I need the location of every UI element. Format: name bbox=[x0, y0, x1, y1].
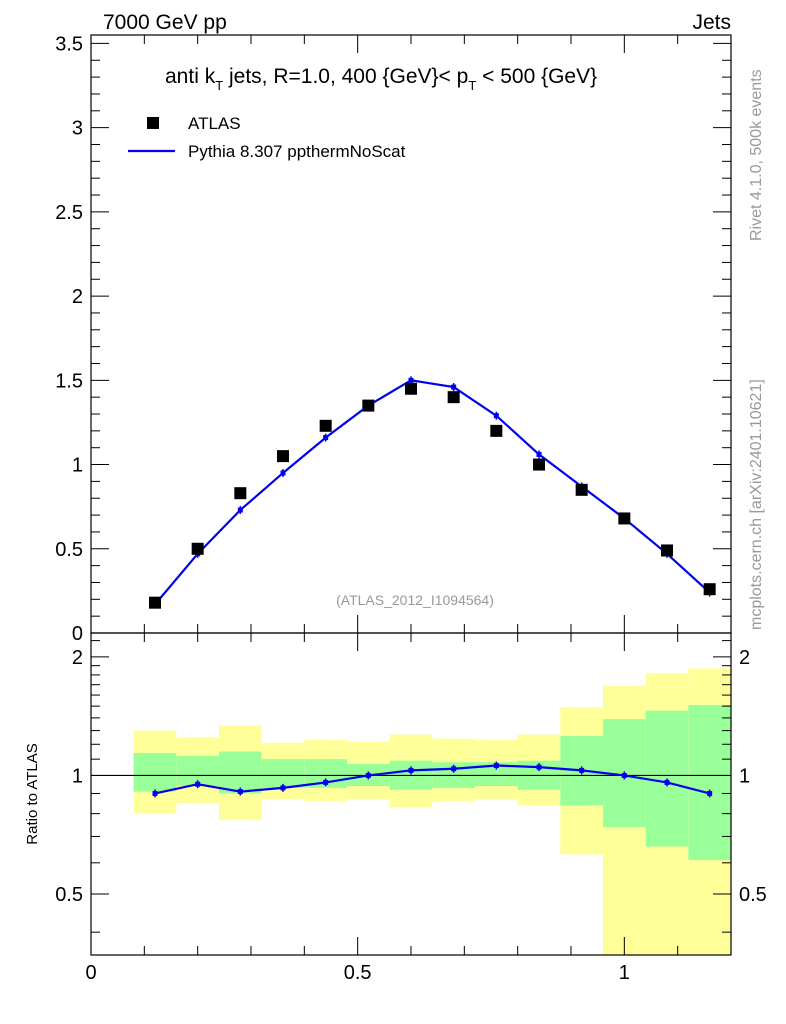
ratio-mc-point-6 bbox=[408, 767, 414, 773]
main-ytick-label-1: 0.5 bbox=[55, 539, 83, 561]
ratio-y-axis-label: Ratio to ATLAS bbox=[24, 743, 41, 844]
mc-point-7 bbox=[451, 384, 457, 390]
data-point-6 bbox=[405, 382, 417, 395]
ratio-ytick-label-right-2: 2 bbox=[739, 647, 750, 669]
ratio-band-inner-3 bbox=[261, 759, 305, 788]
ratio-band-inner-0 bbox=[133, 753, 177, 792]
main-axis-ticks: 0 0.5 1 1.5 2 2.5 3 3.5 bbox=[55, 33, 732, 645]
ratio-ytick-label-right-1: 1 bbox=[739, 765, 750, 787]
ratio-band-inner-2 bbox=[219, 751, 262, 794]
title-part-a: anti k bbox=[165, 65, 216, 88]
ratio-ytick-label-left-2: 2 bbox=[72, 647, 83, 669]
main-series bbox=[149, 376, 716, 609]
data-point-2 bbox=[234, 487, 247, 500]
ratio-mc-line bbox=[154, 764, 710, 795]
main-ytick-label-4: 2 bbox=[72, 286, 83, 308]
mc-point-9 bbox=[536, 451, 542, 457]
title-part-b: jets, R=1.0, 400 {GeV}< p bbox=[223, 65, 468, 88]
data-point-13 bbox=[703, 583, 716, 596]
mcplots-label: mcplots.cern.ch [arXiv:2401.10621] bbox=[748, 379, 765, 630]
ratio-mc-point-2 bbox=[237, 789, 243, 795]
ratio-ytick-label-left-0: 0.5 bbox=[55, 884, 83, 906]
title-subscript-t2: T bbox=[468, 78, 476, 93]
ratio-mc-point-7 bbox=[451, 766, 457, 772]
ratio-series bbox=[152, 761, 713, 798]
ratio-mc-point-10 bbox=[579, 767, 585, 773]
data-point-1 bbox=[191, 542, 204, 555]
mc-point-8 bbox=[493, 413, 499, 419]
main-ytick-label-6: 3 bbox=[72, 118, 83, 140]
title-part-c: < 500 {GeV} bbox=[476, 65, 597, 88]
ratio-mc-point-8 bbox=[493, 762, 499, 768]
data-point-3 bbox=[277, 450, 289, 463]
analysis-watermark: (ATLAS_2012_I1094564) bbox=[336, 592, 494, 608]
legend-data-marker bbox=[147, 117, 159, 129]
main-title: anti kT jets, R=1.0, 400 {GeV}< pT < 500… bbox=[165, 65, 597, 93]
data-point-10 bbox=[575, 483, 588, 496]
data-point-12 bbox=[661, 544, 673, 557]
mc-point-2 bbox=[237, 507, 243, 513]
main-ytick-label-5: 2.5 bbox=[55, 202, 83, 224]
rivet-version-label: Rivet 4.1.0, 500k events bbox=[748, 69, 765, 241]
ratio-mc-point-12 bbox=[664, 779, 670, 785]
header-category-label: Jets bbox=[692, 11, 731, 34]
main-ytick-label-2: 1 bbox=[72, 455, 83, 477]
ratio-xtick-label-0: 0 bbox=[85, 962, 96, 984]
ratio-ytick-label-right-0: 0.5 bbox=[739, 884, 767, 906]
mc-point-4 bbox=[323, 435, 329, 441]
legend-mc-label: Pythia 8.307 ppthermNoScat bbox=[188, 142, 406, 161]
ratio-mc-point-1 bbox=[195, 781, 201, 787]
data-point-9 bbox=[533, 458, 545, 471]
data-point-5 bbox=[362, 399, 375, 412]
data-point-7 bbox=[447, 391, 460, 404]
main-plot-frame bbox=[90, 34, 732, 634]
ratio-band-inner-8 bbox=[475, 762, 518, 787]
main-ytick-label-7: 3.5 bbox=[55, 33, 83, 55]
ratio-mc-point-0 bbox=[152, 790, 158, 796]
ratio-xtick-label-1: 0.5 bbox=[344, 962, 372, 984]
ratio-mc-point-4 bbox=[323, 779, 329, 785]
data-point-8 bbox=[490, 424, 503, 437]
data-point-4 bbox=[319, 419, 332, 432]
main-ytick-label-0: 0 bbox=[72, 623, 83, 645]
ratio-mc-point-13 bbox=[707, 790, 713, 796]
ratio-ytick-label-left-1: 1 bbox=[72, 765, 83, 787]
legend-data-label: ATLAS bbox=[188, 114, 241, 133]
ratio-mc-point-5 bbox=[365, 772, 371, 778]
mc-line bbox=[154, 379, 711, 606]
ratio-axis-ticks: 0.5 0.5 1 1 2 2 0 0.5 1 bbox=[55, 633, 767, 984]
ratio-mc-point-9 bbox=[536, 764, 542, 770]
title-subscript-t1: T bbox=[215, 78, 223, 93]
ratio-mc-point-11 bbox=[621, 772, 627, 778]
header-collision-label: 7000 GeV pp bbox=[103, 11, 227, 34]
data-point-0 bbox=[149, 596, 161, 609]
ratio-uncertainty-bands bbox=[133, 668, 731, 955]
ratio-mc-point-3 bbox=[280, 785, 286, 791]
main-ytick-label-3: 1.5 bbox=[55, 370, 83, 392]
mc-point-6 bbox=[408, 377, 414, 383]
mc-point-3 bbox=[280, 470, 286, 476]
data-point-11 bbox=[618, 512, 631, 525]
ratio-xtick-label-2: 1 bbox=[619, 962, 630, 984]
